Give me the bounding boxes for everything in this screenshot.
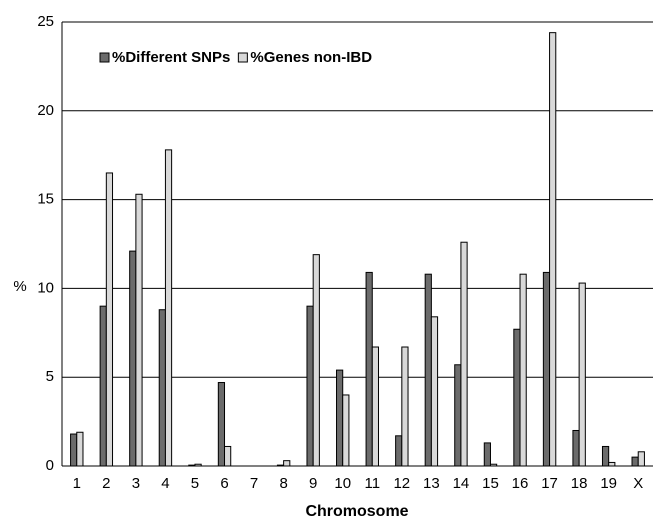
x-tick-label: 12 bbox=[393, 475, 410, 492]
bar bbox=[217, 382, 226, 467]
x-tick-label: 17 bbox=[541, 475, 558, 492]
bar bbox=[342, 394, 350, 467]
bar bbox=[99, 305, 107, 467]
bar bbox=[424, 273, 432, 467]
bar bbox=[483, 442, 491, 467]
bar bbox=[336, 369, 344, 467]
x-tick-label: 3 bbox=[132, 475, 140, 492]
x-tick-label: 6 bbox=[220, 475, 228, 492]
bar bbox=[395, 435, 403, 467]
bar bbox=[312, 254, 320, 467]
x-tick-label: 19 bbox=[600, 475, 617, 492]
bar bbox=[637, 451, 645, 467]
x-tick-label: 9 bbox=[309, 475, 317, 492]
bar bbox=[578, 282, 586, 467]
bar bbox=[542, 271, 551, 467]
y-tick-label: 20 bbox=[37, 102, 54, 119]
bar bbox=[631, 456, 639, 467]
x-tick-label: 11 bbox=[364, 475, 380, 492]
x-tick-label: 18 bbox=[571, 475, 588, 492]
y-tick-label: 5 bbox=[46, 368, 54, 385]
x-axis-label: Chromosome bbox=[305, 503, 408, 520]
bar bbox=[430, 316, 439, 467]
legend-swatch bbox=[237, 52, 248, 63]
x-tick-label: 15 bbox=[482, 475, 499, 492]
bar bbox=[371, 346, 379, 467]
bar bbox=[572, 429, 580, 467]
bar bbox=[454, 364, 462, 467]
x-tick-label: 2 bbox=[102, 475, 110, 492]
bar bbox=[601, 445, 610, 467]
y-tick-label: 10 bbox=[37, 279, 54, 296]
bar bbox=[549, 32, 557, 467]
x-tick-label: X bbox=[633, 475, 643, 492]
bar bbox=[76, 431, 84, 467]
bar bbox=[365, 271, 373, 467]
bar bbox=[164, 149, 173, 467]
x-tick-label: 7 bbox=[250, 475, 258, 492]
legend-swatch bbox=[99, 52, 110, 63]
bar bbox=[513, 328, 521, 467]
bar bbox=[70, 433, 78, 467]
bar bbox=[608, 461, 616, 467]
x-tick-label: 8 bbox=[279, 475, 287, 492]
bar bbox=[460, 241, 468, 467]
bar bbox=[306, 305, 314, 467]
bar bbox=[224, 445, 232, 467]
x-tick-label: 4 bbox=[161, 475, 169, 492]
bar bbox=[129, 250, 137, 467]
legend-label: %Different SNPs bbox=[112, 49, 230, 66]
bar bbox=[105, 172, 114, 467]
x-tick-label: 5 bbox=[191, 475, 199, 492]
y-tick-label: 25 bbox=[37, 13, 54, 30]
bar bbox=[519, 273, 527, 467]
x-tick-label: 13 bbox=[423, 475, 440, 492]
bar bbox=[135, 193, 143, 467]
bar bbox=[283, 460, 291, 467]
y-tick-label: 15 bbox=[37, 191, 54, 208]
x-tick-label: 14 bbox=[453, 475, 470, 492]
bar bbox=[158, 309, 166, 467]
y-tick-label: 0 bbox=[46, 457, 54, 474]
bar bbox=[401, 346, 409, 467]
x-tick-label: 10 bbox=[334, 475, 351, 492]
legend-label: %Genes non-IBD bbox=[250, 49, 372, 66]
x-tick-label: 16 bbox=[512, 475, 529, 492]
x-tick-label: 1 bbox=[73, 475, 81, 492]
y-axis-label: % bbox=[13, 278, 26, 295]
